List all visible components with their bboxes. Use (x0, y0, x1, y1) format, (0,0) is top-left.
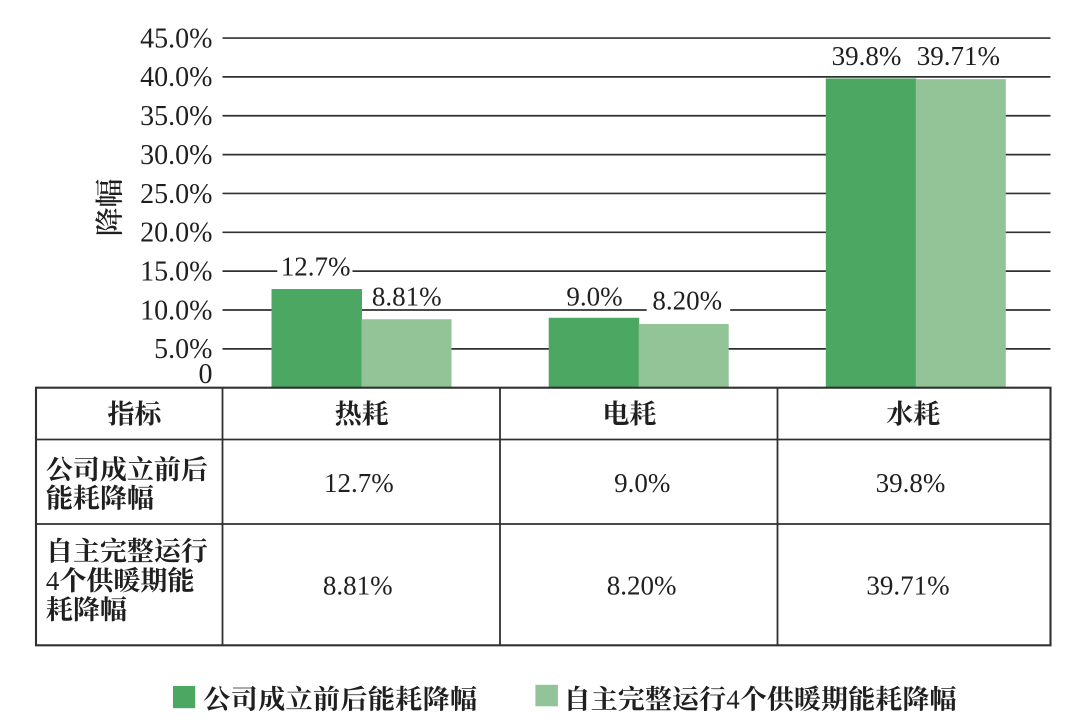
svg-text:12.7%: 12.7% (281, 252, 351, 282)
svg-text:40.0%: 40.0% (140, 62, 212, 93)
svg-text:4: 4 (46, 566, 60, 596)
svg-text:12.7%: 12.7% (324, 468, 394, 498)
svg-text:45.0%: 45.0% (140, 23, 212, 54)
svg-text:39.8%: 39.8% (876, 468, 946, 498)
svg-text:35.0%: 35.0% (140, 101, 212, 132)
svg-text:0: 0 (199, 359, 213, 390)
svg-text:4: 4 (726, 685, 740, 715)
svg-text:39.8%: 39.8% (832, 41, 902, 71)
svg-text:8.81%: 8.81% (323, 570, 393, 600)
svg-text:39.71%: 39.71% (866, 570, 949, 600)
svg-text:5.0%: 5.0% (154, 334, 212, 365)
svg-text:10.0%: 10.0% (140, 295, 212, 326)
svg-text:39.71%: 39.71% (917, 41, 1000, 71)
svg-text:30.0%: 30.0% (140, 140, 212, 171)
svg-text:20.0%: 20.0% (140, 218, 212, 249)
svg-text:8.20%: 8.20% (607, 570, 677, 600)
svg-text:25.0%: 25.0% (140, 179, 212, 210)
svg-text:9.0%: 9.0% (566, 282, 622, 312)
svg-text:15.0%: 15.0% (140, 256, 212, 287)
svg-text:8.81%: 8.81% (372, 282, 442, 312)
svg-text:9.0%: 9.0% (614, 468, 670, 498)
svg-text:8.20%: 8.20% (652, 286, 722, 316)
